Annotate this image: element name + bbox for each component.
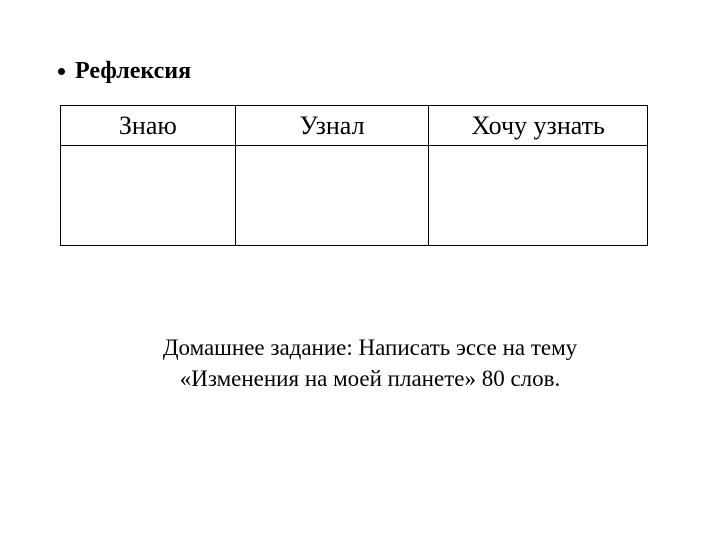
table-cell [61, 146, 236, 246]
table-cell [235, 146, 429, 246]
table-header-cell: Хочу узнать [429, 106, 648, 146]
homework-line1: Домашнее задание: Написать эссе на тему [163, 335, 577, 360]
heading-text: Рефлексия [75, 58, 191, 85]
bullet-icon [58, 68, 65, 75]
table-cell [429, 146, 648, 246]
homework-line2: «Изменения на моей планете» 80 слов. [180, 366, 561, 391]
heading-row: Рефлексия [58, 58, 191, 85]
table-header-cell: Знаю [61, 106, 236, 146]
table-header-row: Знаю Узнал Хочу узнать [61, 106, 648, 146]
table-row [61, 146, 648, 246]
table-header-cell: Узнал [235, 106, 429, 146]
homework-text: Домашнее задание: Написать эссе на тему … [120, 332, 620, 394]
reflection-table: Знаю Узнал Хочу узнать [60, 105, 648, 246]
